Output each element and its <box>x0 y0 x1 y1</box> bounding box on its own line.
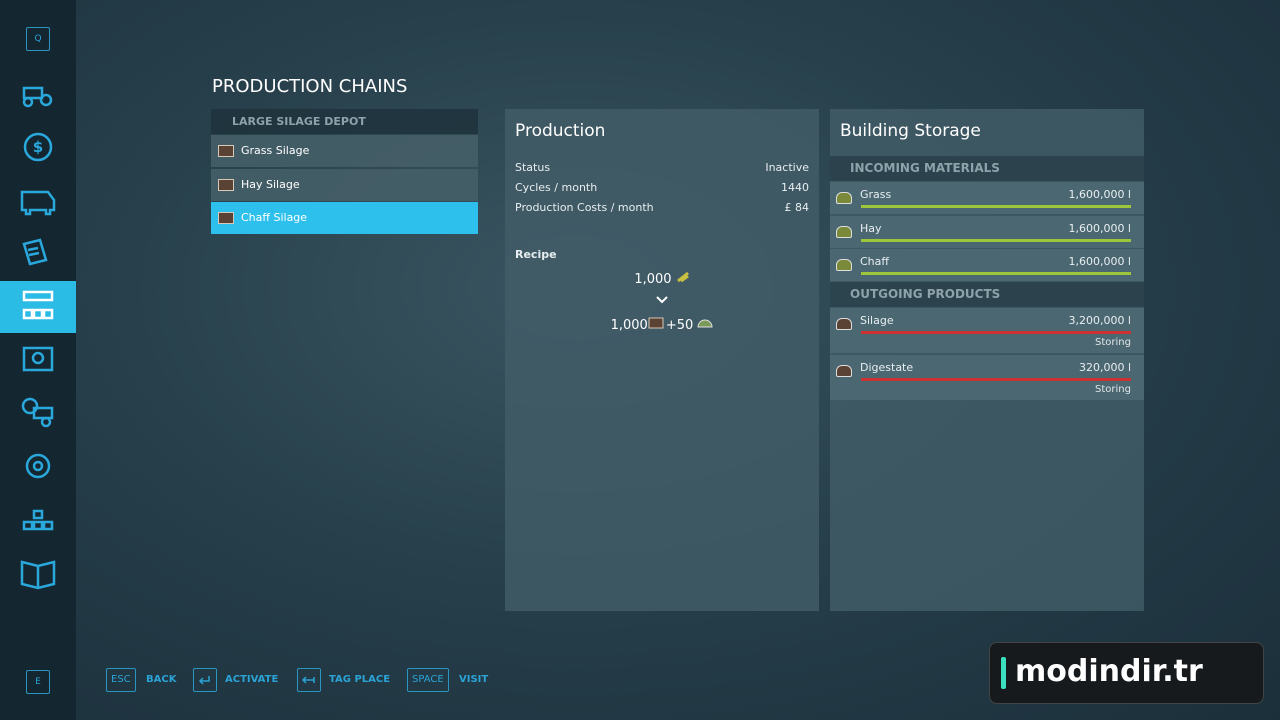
item-name: Silage <box>860 314 894 327</box>
fill-bar <box>861 238 1131 242</box>
storage-row: Hay 1,600,000 l <box>830 215 1144 248</box>
fill-bar <box>861 331 1131 334</box>
key-q[interactable]: Q <box>26 27 50 51</box>
item-name: Grass <box>860 188 892 201</box>
fill-bar <box>861 377 1131 381</box>
watermark-bar <box>1001 657 1006 689</box>
item-amount: 1,600,000 l <box>1068 255 1131 268</box>
item-icon <box>836 364 852 377</box>
chain-item[interactable]: Chaff Silage <box>211 202 478 234</box>
stat-label: Cycles / month <box>515 181 598 194</box>
button-label: TAG PLACE <box>329 674 391 685</box>
key-cap: ESC <box>106 668 136 692</box>
footer: ESC BACK ACTIVATE TAG PLACE SPACE VISIT <box>106 668 706 692</box>
section-header: OUTGOING PRODUCTS <box>830 282 1144 307</box>
storage-row: Digestate 320,000 l Storing <box>830 354 1144 400</box>
panel-title: Production <box>515 121 606 141</box>
item-icon <box>836 318 852 330</box>
sidebar: Q $ E <box>0 0 76 720</box>
storage-row: Chaff 1,600,000 l <box>830 249 1144 281</box>
button-label: BACK <box>146 674 177 685</box>
chain-list: LARGE SILAGE DEPOT Grass Silage Hay Silag… <box>211 109 478 239</box>
item-icon <box>836 225 852 238</box>
production-panel: Production Status Inactive Cycles / month 1… <box>505 109 819 611</box>
key-cap: SPACE <box>407 668 449 692</box>
stat-value: £ 84 <box>784 201 810 214</box>
button-label: VISIT <box>459 674 489 685</box>
silage-icon <box>218 178 234 191</box>
silage-icon <box>218 212 234 224</box>
recipe-label: Recipe <box>515 248 557 261</box>
item-amount: 320,000 l <box>1078 360 1131 374</box>
stat-label: Production Costs / month <box>515 201 654 214</box>
silage-icon <box>648 317 664 329</box>
recipe-input: 1,000 <box>505 271 819 287</box>
key-e[interactable]: E <box>26 670 50 694</box>
enter-icon <box>198 676 210 685</box>
item-status: Storing <box>1095 383 1131 395</box>
chain-item[interactable]: Grass Silage <box>211 135 478 167</box>
tab-icon <box>301 676 315 684</box>
sidebar-selected <box>0 281 76 333</box>
storage-row: Silage 3,200,000 l Storing <box>830 308 1144 353</box>
fill-bar <box>861 272 1131 275</box>
recipe-output: 1,000 +50 <box>505 317 819 333</box>
key-cap <box>297 668 321 692</box>
output-amount: 1,000 <box>610 318 648 333</box>
item-status: Storing <box>1095 337 1131 348</box>
item-amount: 1,600,000 l <box>1068 221 1131 235</box>
svg-text:$: $ <box>33 138 43 156</box>
item-name: Hay <box>860 221 882 235</box>
watermark-box: modindir.tr <box>989 642 1264 704</box>
item-icon <box>836 259 852 271</box>
item-amount: 3,200,000 l <box>1068 314 1131 327</box>
item-icon <box>836 192 852 204</box>
storage-row: Grass 1,600,000 l <box>830 182 1144 214</box>
key-cap <box>193 668 217 692</box>
watermark: modindir.tr <box>1015 654 1203 689</box>
arrow-down <box>656 296 668 304</box>
storage-panel: Building Storage INCOMING MATERIALS OUTG… <box>830 109 1144 611</box>
input-amount: 1,000 <box>634 272 672 287</box>
sidebar-icons: $ <box>20 86 56 590</box>
section-header: INCOMING MATERIALS <box>830 156 1144 181</box>
output-amount: +50 <box>665 318 694 333</box>
item-name: Digestate <box>860 360 914 374</box>
silage-icon <box>218 145 234 157</box>
panel-title: Building Storage <box>840 121 981 141</box>
fill-bar <box>861 205 1131 208</box>
chaff-icon <box>676 271 689 283</box>
item-amount: 1,600,000 l <box>1068 188 1131 201</box>
digestate-icon <box>697 319 713 328</box>
stat-value: 1440 <box>781 181 809 194</box>
page-title: PRODUCTION CHAINS <box>212 76 408 97</box>
group-header: LARGE SILAGE DEPOT <box>211 109 478 134</box>
item-name: Chaff <box>860 255 889 268</box>
chain-item[interactable]: Hay Silage <box>211 168 478 201</box>
stat-label: Status <box>515 161 551 174</box>
stat-value: Inactive <box>765 161 809 174</box>
button-label: ACTIVATE <box>225 674 279 685</box>
